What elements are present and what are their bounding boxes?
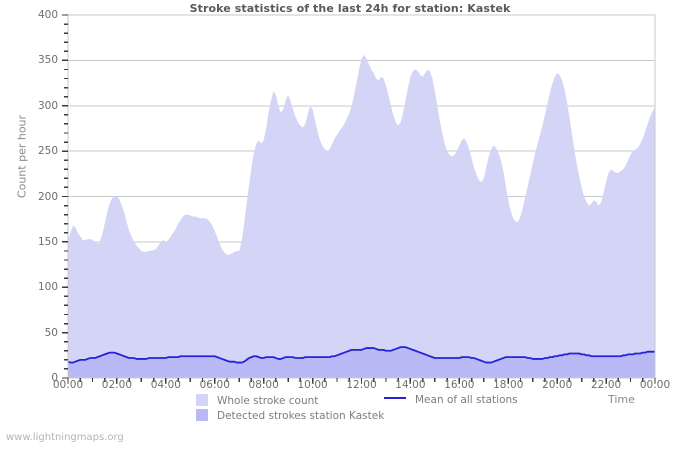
y-tick-label: 250 [37, 145, 58, 158]
legend-swatch-icon [196, 409, 208, 421]
y-tick-label: 100 [37, 281, 58, 294]
legend-item[interactable]: Detected strokes station Kastek [196, 409, 384, 422]
x-tick-label: 18:00 [493, 379, 524, 391]
series-line-mean-of-all-stations [67, 346, 655, 364]
x-tick-label: 20:00 [542, 379, 573, 391]
chart-title: Stroke statistics of the last 24h for st… [189, 2, 511, 15]
series-area-whole-stroke-count [68, 54, 655, 379]
chart-legend: Whole stroke count Detected strokes stati… [0, 394, 700, 424]
x-tick-label: 00:00 [52, 379, 84, 391]
x-tick-label: 08:00 [248, 379, 279, 391]
x-tick-label: 14:00 [395, 379, 426, 391]
y-tick-label: 350 [37, 54, 58, 67]
y-tick-label: 0 [51, 372, 58, 384]
x-tick-label: 22:00 [590, 379, 622, 391]
y-tick-label: 400 [37, 9, 58, 21]
footer-url: www.lightningmaps.org [6, 432, 124, 443]
x-tick-label: 10:00 [297, 379, 328, 391]
legend-item[interactable]: Whole stroke count [196, 394, 318, 407]
y-tick-label: 300 [37, 99, 58, 112]
y-tick-label: 150 [37, 235, 58, 248]
legend-label: Whole stroke count [217, 395, 319, 407]
y-tick-label: 50 [44, 326, 58, 339]
y-tick-label: 200 [37, 190, 58, 203]
legend-item[interactable]: Mean of all stations [384, 394, 518, 406]
x-tick-label: 06:00 [199, 379, 230, 391]
legend-line-icon [384, 397, 406, 399]
x-tick-label: 02:00 [101, 379, 133, 391]
x-tick-label: 12:00 [346, 379, 377, 391]
x-tick-label: 00:00 [639, 379, 671, 391]
legend-swatch-icon [196, 394, 208, 406]
x-axis-title: Time [608, 393, 635, 406]
series-area-detected-strokes-station-kastek [68, 347, 655, 378]
x-tick-label: 16:00 [444, 379, 475, 391]
legend-label: Detected strokes station Kastek [217, 410, 385, 422]
x-tick-label: 04:00 [150, 379, 181, 391]
legend-label: Mean of all stations [415, 394, 518, 406]
